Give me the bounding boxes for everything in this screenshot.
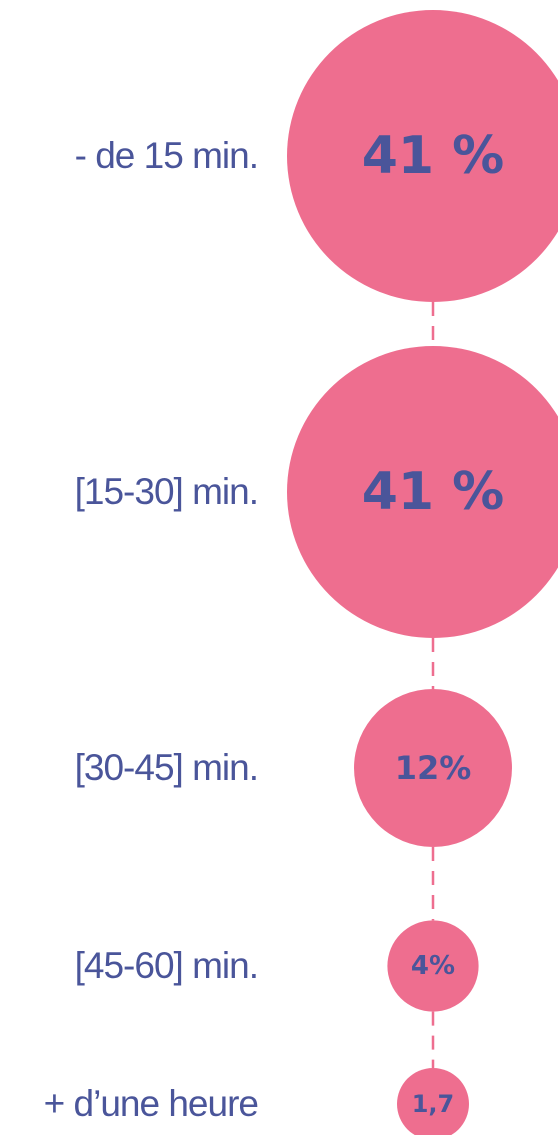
- bubble-group: [287, 10, 558, 1140]
- category-label-2: [15-30] min.: [74, 471, 259, 512]
- bubble-value-label-1: 41 %: [362, 126, 505, 186]
- value-label-group: 41 % 41 % 12% 4% 1,7: [362, 126, 505, 1118]
- category-label-1: - de 15 min.: [74, 135, 259, 176]
- bubble-1: [287, 10, 558, 302]
- category-label-5: + d’une heure: [43, 1083, 259, 1124]
- bubble-3: [354, 689, 512, 847]
- bubble-value-label-2: 41 %: [362, 462, 505, 522]
- bubble-4: [387, 920, 479, 1012]
- bubble-5: [397, 1068, 469, 1140]
- bubble-value-label-3: 12%: [395, 749, 472, 787]
- bubble-value-label-5: 1,7: [412, 1090, 455, 1118]
- category-label-4: [45-60] min.: [74, 945, 259, 986]
- category-label-3: [30-45] min.: [74, 747, 259, 788]
- bubble-value-label-4: 4%: [411, 951, 455, 981]
- bubble-2: [287, 346, 558, 638]
